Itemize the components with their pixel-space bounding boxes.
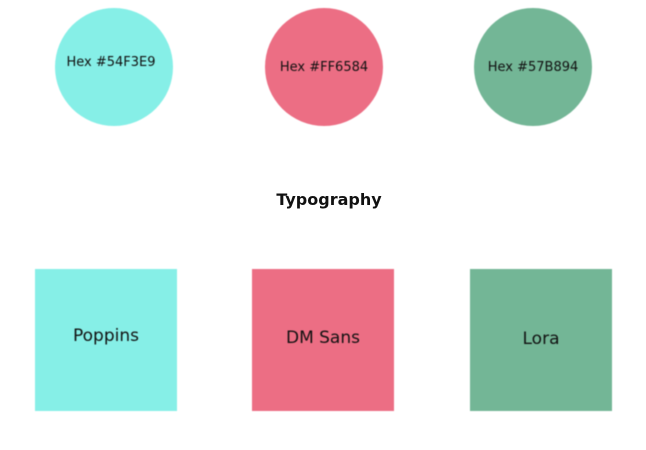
font-card-lora: Lora	[470, 269, 612, 411]
color-swatch-cyan: Hex #54F3E9	[55, 8, 173, 126]
font-card-label: DM Sans	[285, 328, 360, 348]
color-swatch-green: Hex #57B894	[474, 8, 592, 126]
color-swatch-label: Hex #54F3E9	[66, 54, 156, 70]
color-swatch-label: Hex #57B894	[487, 59, 579, 75]
color-swatch-pink: Hex #FF6584	[265, 8, 383, 126]
typography-heading: Typography	[276, 190, 382, 209]
font-card-dm-sans: DM Sans	[252, 269, 394, 411]
font-card-label: Poppins	[73, 326, 139, 346]
font-card-poppins: Poppins	[35, 269, 177, 411]
color-swatch-label: Hex #FF6584	[279, 59, 369, 75]
font-card-label: Lora	[522, 329, 560, 349]
